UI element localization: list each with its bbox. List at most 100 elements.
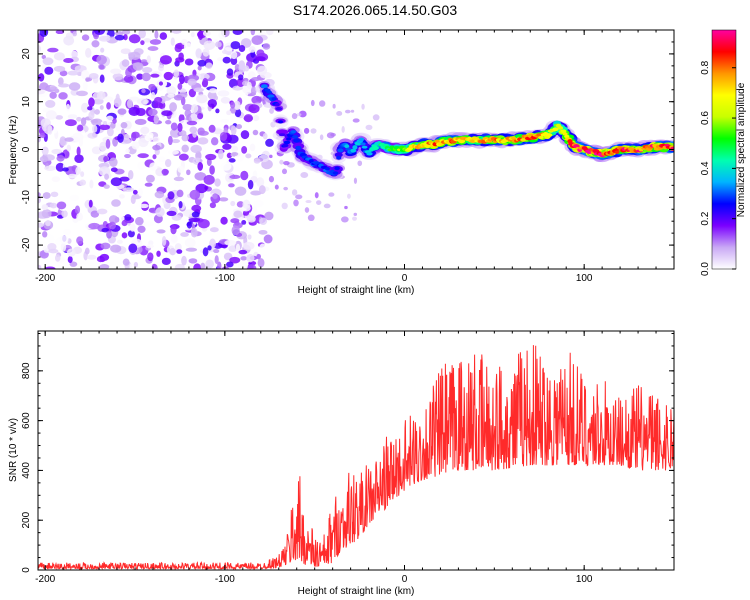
heatmap-noise-blob — [63, 228, 72, 236]
colorbar-label: Normalized spectral amplitude — [736, 82, 747, 217]
heatmap-noise-blob — [296, 112, 302, 117]
heatmap-noise-blob — [170, 37, 175, 46]
heatmap-noise-blob — [230, 125, 237, 136]
heatmap-noise-blob — [161, 110, 173, 117]
heatmap-noise-blob — [47, 234, 55, 244]
heatmap-noise-blob — [159, 32, 168, 40]
heatmap-noise-blob — [178, 201, 183, 209]
heatmap-noise-blob — [43, 124, 52, 135]
heatmap-noise-blob — [252, 115, 260, 122]
heatmap-ridge-cell — [520, 138, 526, 142]
heatmap-noise-blob — [76, 236, 84, 245]
heatmap-ridge-cell — [290, 130, 297, 134]
heatmap-noise-blob — [63, 57, 74, 64]
spectrogram-frame — [37, 29, 675, 270]
heatmap-noise-blob — [230, 151, 239, 157]
heatmap-noise-blob — [159, 55, 172, 65]
heatmap-noise-blob — [99, 74, 105, 83]
heatmap-noise-blob — [344, 109, 351, 114]
heatmap-noise-blob — [142, 67, 153, 74]
heatmap-noise-blob — [148, 207, 156, 213]
heatmap-noise-blob — [88, 222, 101, 230]
heatmap-ridge-cell — [361, 145, 368, 149]
heatmap-noise-blob — [69, 194, 80, 201]
heatmap-noise-blob — [57, 83, 70, 88]
heatmap-noise-blob — [310, 99, 315, 107]
heatmap-ridge-cell — [510, 136, 517, 140]
heatmap-noise-blob — [203, 40, 216, 50]
heatmap-noise-blob — [174, 181, 182, 187]
heatmap-noise-blob — [85, 77, 90, 82]
heatmap-noise-blob — [170, 225, 177, 235]
heatmap-noise-blob — [81, 34, 90, 41]
heatmap-noise-blob — [234, 166, 240, 172]
heatmap-noise-blob — [127, 230, 135, 238]
spectrogram-y-tick-label: -10 — [21, 190, 32, 205]
heatmap-noise-blob — [122, 258, 130, 266]
heatmap-noise-blob — [201, 145, 206, 155]
heatmap-noise-blob — [49, 86, 58, 91]
heatmap-noise-blob — [119, 215, 125, 221]
heatmap-ridge-cell — [266, 90, 272, 94]
heatmap-noise-blob — [235, 243, 241, 253]
heatmap-noise-blob — [60, 242, 67, 252]
heatmap-noise-blob — [253, 199, 264, 208]
heatmap-noise-blob — [207, 98, 217, 108]
heatmap-noise-blob — [226, 110, 232, 116]
heatmap-noise-blob — [202, 48, 210, 57]
heatmap-noise-blob — [96, 208, 108, 215]
heatmap-ridge-cell — [277, 120, 284, 124]
heatmap-noise-blob — [230, 51, 238, 60]
heatmap-noise-blob — [268, 175, 275, 183]
heatmap-noise-blob — [305, 200, 312, 204]
heatmap-noise-blob — [197, 65, 202, 71]
heatmap-noise-blob — [221, 266, 230, 269]
heatmap-noise-blob — [135, 217, 144, 226]
heatmap-noise-blob — [310, 128, 317, 134]
heatmap-noise-blob — [237, 260, 248, 269]
spectrogram-x-tick-label: -200 — [35, 273, 55, 284]
heatmap-noise-blob — [41, 146, 49, 156]
heatmap-noise-blob — [217, 261, 222, 269]
heatmap-noise-blob — [269, 154, 273, 159]
heatmap-noise-blob — [110, 177, 122, 187]
heatmap-noise-blob — [344, 205, 348, 210]
heatmap-noise-blob — [76, 116, 82, 122]
heatmap-noise-blob — [209, 202, 216, 209]
heatmap-noise-blob — [175, 57, 185, 63]
heatmap-noise-blob — [229, 256, 241, 264]
heatmap-noise-blob — [44, 66, 54, 75]
heatmap-noise-blob — [203, 174, 215, 185]
heatmap-noise-blob — [215, 108, 220, 114]
heatmap-noise-blob — [117, 108, 127, 115]
heatmap-noise-blob — [158, 81, 164, 86]
heatmap-noise-blob — [197, 137, 209, 145]
heatmap-noise-blob — [326, 132, 335, 139]
heatmap-noise-blob — [255, 56, 266, 62]
heatmap-noise-blob — [103, 121, 108, 126]
heatmap-noise-blob — [259, 217, 268, 225]
heatmap-noise-blob — [352, 216, 357, 221]
heatmap-noise-blob — [149, 162, 158, 172]
heatmap-noise-blob — [74, 154, 84, 163]
heatmap-noise-blob — [166, 85, 177, 96]
heatmap-noise-blob — [167, 191, 175, 200]
heatmap-ridge-cell — [360, 142, 366, 146]
heatmap-noise-blob — [219, 68, 226, 74]
heatmap-noise-blob — [177, 83, 183, 90]
heatmap-noise-blob — [212, 193, 219, 200]
heatmap-noise-blob — [115, 93, 120, 103]
heatmap-noise-blob — [123, 34, 128, 41]
heatmap-noise-blob — [258, 185, 266, 195]
heatmap-noise-blob — [200, 262, 206, 269]
heatmap-noise-blob — [61, 210, 68, 218]
heatmap-noise-blob — [65, 103, 71, 112]
heatmap-noise-blob — [66, 144, 71, 152]
heatmap-noise-blob — [121, 30, 131, 35]
heatmap-noise-blob — [263, 234, 273, 244]
heatmap-ridge-cell — [334, 166, 340, 171]
heatmap-noise-blob — [147, 212, 152, 218]
heatmap-ridge-cell — [473, 136, 480, 140]
heatmap-noise-blob — [197, 113, 204, 120]
